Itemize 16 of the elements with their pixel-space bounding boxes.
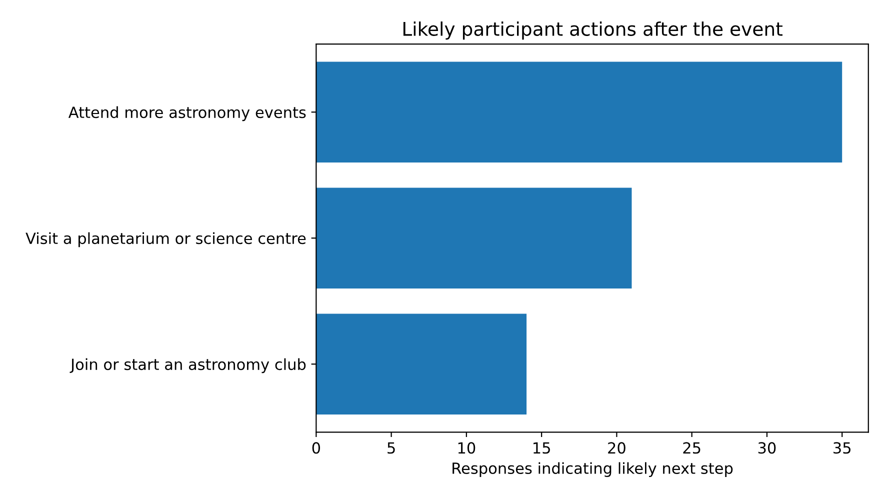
x-tick-label: 30 <box>758 442 776 454</box>
x-tick-label: 10 <box>458 442 476 454</box>
y-tick-label: Join or start an astronomy club <box>70 358 306 374</box>
x-tick-label: 5 <box>388 442 395 454</box>
bar <box>316 62 842 162</box>
y-tick-label: Attend more astronomy events <box>68 106 306 122</box>
x-axis-title: Responses indicating likely next step <box>452 462 733 477</box>
x-tick-label: 20 <box>608 442 626 454</box>
x-tick-label: 25 <box>683 442 700 454</box>
chart-title: Likely participant actions after the event <box>403 21 782 40</box>
x-tick-label: 35 <box>834 442 850 454</box>
x-tick-label: 0 <box>312 442 320 454</box>
x-tick-label: 15 <box>534 442 550 454</box>
y-tick-label: Visit a planetarium or science centre <box>26 232 306 248</box>
bar <box>316 314 527 414</box>
bar <box>316 188 632 288</box>
